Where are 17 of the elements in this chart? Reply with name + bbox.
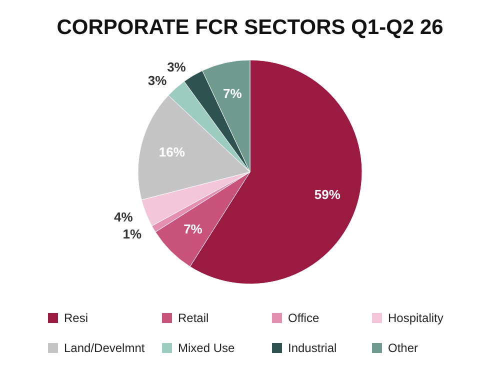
legend-label: Industrial xyxy=(288,341,337,355)
data-label: 3% xyxy=(148,72,168,88)
chart-title: CORPORATE FCR SECTORS Q1-Q2 26 xyxy=(56,16,444,39)
data-label: 16% xyxy=(158,144,186,160)
legend-label: Resi xyxy=(64,311,88,325)
legend-label: Other xyxy=(388,341,418,355)
data-label: 7% xyxy=(223,86,242,101)
data-label: 4% xyxy=(114,209,134,224)
data-label: 7% xyxy=(184,222,203,237)
legend-label: Retail xyxy=(178,311,209,325)
legend-label: Office xyxy=(288,311,320,325)
data-label: 59% xyxy=(314,187,341,202)
legend-label: Mixed Use xyxy=(178,341,236,355)
legend-label: Land/Develmnt xyxy=(64,341,146,355)
data-label: 3% xyxy=(167,59,186,74)
legend-label: Hospitality xyxy=(388,311,444,325)
data-label: 1% xyxy=(122,226,142,242)
